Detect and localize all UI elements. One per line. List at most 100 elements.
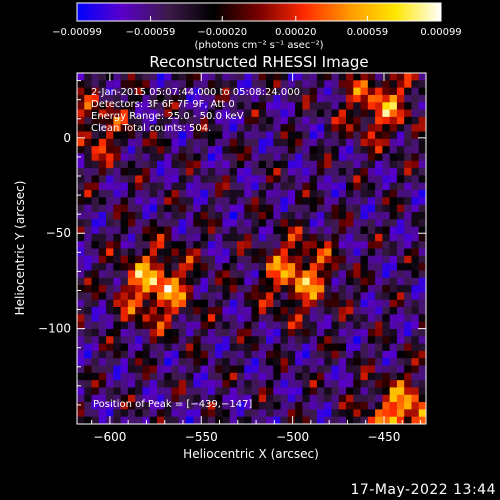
heatmap-pixel: [120, 255, 129, 264]
heatmap-pixel: [156, 299, 165, 308]
heatmap-pixel: [84, 102, 92, 110]
heatmap-pixel: [178, 314, 187, 323]
heatmap-pixel: [120, 175, 129, 184]
heatmap-pixel: [229, 219, 238, 227]
heatmap-pixel: [396, 102, 405, 110]
heatmap-pixel: [411, 394, 420, 403]
heatmap-pixel: [98, 87, 107, 96]
heatmap-pixel: [295, 307, 303, 315]
heatmap-pixel: [106, 263, 114, 271]
heatmap-pixel: [280, 233, 289, 242]
heatmap-pixel: [389, 94, 398, 103]
heatmap-pixel: [127, 263, 136, 271]
heatmap-pixel: [215, 277, 223, 286]
heatmap-pixel: [171, 358, 180, 366]
heatmap-pixel: [149, 416, 158, 424]
heatmap-pixel: [200, 73, 209, 81]
heatmap-pixel: [287, 358, 296, 366]
heatmap-pixel: [324, 211, 332, 220]
heatmap-pixel: [338, 80, 347, 89]
heatmap-pixel: [266, 314, 274, 323]
heatmap-pixel: [142, 109, 151, 118]
heatmap-pixel: [200, 109, 209, 118]
heatmap-pixel: [302, 168, 311, 176]
heatmap-pixel: [346, 94, 354, 103]
heatmap-pixel: [367, 190, 376, 198]
heatmap-pixel: [411, 409, 420, 418]
heatmap-pixel: [331, 116, 340, 125]
heatmap-pixel: [77, 372, 85, 381]
heatmap-pixel: [258, 365, 267, 374]
heatmap-pixel: [106, 87, 114, 96]
heatmap-pixel: [222, 416, 231, 424]
heatmap-pixel: [207, 211, 216, 220]
heatmap-pixel: [338, 219, 347, 227]
heatmap-pixel: [367, 358, 376, 366]
heatmap-pixel: [251, 211, 260, 220]
heatmap-pixel: [280, 175, 289, 184]
heatmap-pixel: [178, 372, 187, 381]
heatmap-pixel: [404, 292, 412, 301]
heatmap-pixel: [404, 87, 412, 96]
heatmap-pixel: [287, 263, 296, 271]
heatmap-pixel: [280, 102, 289, 110]
heatmap-pixel: [346, 416, 354, 424]
heatmap-pixel: [244, 307, 252, 315]
heatmap-pixel: [331, 328, 340, 337]
heatmap-pixel: [171, 168, 180, 176]
heatmap-pixel: [331, 87, 340, 96]
heatmap-pixel: [164, 270, 172, 279]
heatmap-pixel: [149, 358, 158, 366]
heatmap-pixel: [135, 365, 143, 374]
heatmap-pixel: [324, 182, 332, 191]
heatmap-pixel: [135, 270, 143, 279]
heatmap-pixel: [98, 124, 107, 132]
heatmap-pixel: [266, 248, 274, 257]
heatmap-pixel: [418, 255, 426, 264]
heatmap-pixel: [164, 204, 172, 213]
heatmap-pixel: [331, 365, 340, 374]
heatmap-pixel: [91, 394, 100, 403]
heatmap-pixel: [193, 204, 201, 213]
heatmap-pixel: [120, 168, 129, 176]
heatmap-pixel: [331, 233, 340, 242]
heatmap-pixel: [244, 175, 252, 184]
heatmap-pixel: [316, 248, 325, 257]
heatmap-pixel: [367, 307, 376, 315]
heatmap-pixel: [338, 416, 347, 424]
heatmap-pixel: [266, 87, 274, 96]
heatmap-pixel: [186, 328, 194, 337]
heatmap-pixel: [258, 409, 267, 418]
heatmap-pixel: [171, 365, 180, 374]
heatmap-pixel: [91, 336, 100, 344]
heatmap-pixel: [295, 211, 303, 220]
heatmap-pixel: [258, 263, 267, 271]
heatmap-pixel: [156, 109, 165, 118]
heatmap-pixel: [229, 285, 238, 293]
heatmap-pixel: [149, 146, 158, 154]
heatmap-pixel: [353, 416, 361, 424]
heatmap-pixel: [142, 94, 151, 103]
heatmap-pixel: [120, 409, 129, 418]
heatmap-pixel: [360, 350, 369, 359]
heatmap-pixel: [295, 380, 303, 388]
heatmap-pixel: [98, 204, 107, 213]
heatmap-pixel: [360, 211, 369, 220]
heatmap-pixel: [200, 270, 209, 279]
heatmap-pixel: [171, 175, 180, 184]
heatmap-pixel: [200, 409, 209, 418]
heatmap-pixel: [324, 160, 332, 169]
heatmap-pixel: [222, 402, 231, 410]
heatmap-pixel: [149, 299, 158, 308]
heatmap-pixel: [353, 365, 361, 374]
heatmap-pixel: [171, 380, 180, 388]
y-axis-label: Heliocentric Y (arcsec): [13, 181, 27, 316]
heatmap-pixel: [135, 102, 143, 110]
heatmap-pixel: [178, 263, 187, 271]
heatmap-pixel: [331, 190, 340, 198]
heatmap-pixel: [367, 226, 376, 235]
heatmap-pixel: [244, 255, 252, 264]
heatmap-pixel: [295, 153, 303, 162]
heatmap-pixel: [353, 94, 361, 103]
heatmap-pixel: [193, 87, 201, 96]
